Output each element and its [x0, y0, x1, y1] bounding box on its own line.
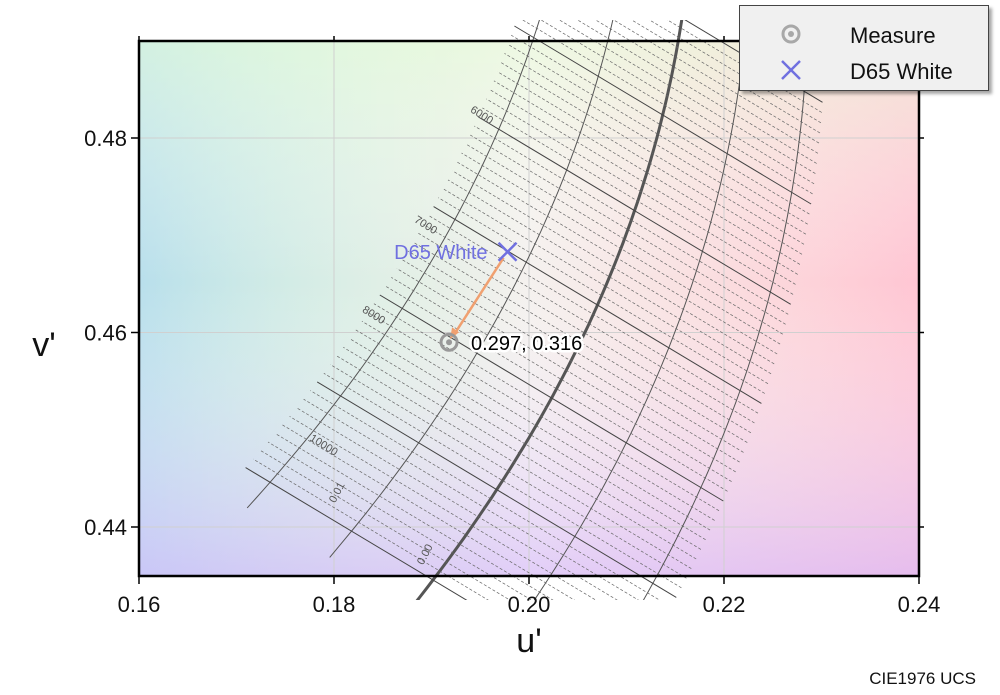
d65-label: D65 White [394, 242, 487, 264]
isotherm-dashed [576, 20, 817, 164]
isotherm-dashed [504, 53, 807, 235]
legend-item-measure: Measure [740, 16, 988, 52]
axis-ticks: 0.16 0.18 0.20 0.22 0.24 0.44 0.46 0.48 [84, 36, 940, 617]
measure-point-center [446, 339, 453, 346]
isotherm-dashed [343, 346, 697, 560]
legend-item-d65: D65 White [740, 52, 988, 88]
isotherm-dashed [330, 364, 687, 579]
isotherm-dashed [282, 424, 575, 600]
delta-arrow [451, 257, 505, 337]
isotherm-dashed [613, 20, 820, 144]
y-axis-title: v' [32, 326, 56, 364]
isotherm-dashed [507, 43, 808, 225]
isotherm-dashed [452, 170, 775, 365]
isotherm-dashed [522, 20, 813, 195]
isotherm-dashed [465, 143, 783, 335]
isotherm-dashed [407, 250, 744, 453]
measure-label: 0.297, 0.316 [471, 333, 582, 355]
isotherm-dashed [540, 20, 815, 185]
isotherm-dashed [482, 107, 794, 295]
isotherm-dashed [493, 80, 801, 265]
isotherm-dashed [267, 441, 532, 600]
isotherm-dashed [558, 20, 816, 174]
isotherm-dashed [438, 197, 765, 394]
isotherm-solid [514, 25, 812, 205]
isotherm-dashed [355, 329, 706, 541]
isotherm-dashed [361, 320, 711, 531]
isotherm-dashed [447, 179, 772, 375]
isotherm-dashed [428, 215, 759, 414]
isotherm-dashed [461, 152, 781, 345]
isotherm-dashed [511, 34, 810, 215]
isotherm-solid [379, 294, 724, 502]
isotherm-dashed [631, 20, 821, 134]
isotherm-dashed [289, 416, 597, 600]
isotherm-dashed [385, 285, 728, 492]
y-tick-label: 0.48 [84, 126, 127, 151]
isotherm-solid [316, 381, 677, 598]
x-tick-label: 0.18 [313, 592, 356, 617]
x-tick-label: 0.24 [898, 592, 941, 617]
isotherm-dashed [303, 398, 639, 600]
x-axis-title: u' [516, 622, 541, 660]
isotherm-dashed [486, 98, 796, 285]
isotherm-dashed [349, 338, 702, 550]
ring-marker-icon [781, 24, 801, 44]
isotherm-dashed [402, 259, 740, 463]
isotherm-dashed [323, 372, 682, 589]
isotherm-dashed [497, 71, 803, 255]
isotherm-dashed [396, 268, 736, 473]
x-tick-label: 0.20 [508, 592, 551, 617]
x-marker-icon [781, 60, 801, 80]
isotherm-dashed [296, 407, 618, 600]
y-tick-label: 0.46 [84, 321, 127, 346]
measure-label-halo: 0.297, 0.316 [471, 333, 582, 355]
measure-point [439, 332, 459, 352]
isotherm-dashed [391, 277, 732, 482]
legend: Measure D65 White [739, 5, 989, 91]
isotherm-dashed [260, 450, 511, 600]
isotherm-dashed [595, 20, 819, 154]
isotherm-solid [433, 206, 762, 404]
isotherm-dashed [456, 161, 778, 355]
isotherm-dashed [470, 134, 786, 325]
y-tick-label: 0.44 [84, 515, 127, 540]
legend-label: D65 White [850, 59, 953, 84]
isotherm-dashed [474, 125, 789, 315]
x-tick-label: 0.16 [118, 592, 161, 617]
isotherm-dashed [423, 224, 755, 424]
isotherm-dashed [648, 20, 822, 124]
legend-label: Measure [850, 23, 936, 48]
isotherm-dashed [253, 458, 489, 600]
isotherm-dashed [500, 62, 805, 245]
isotherm-dashed [336, 355, 692, 569]
isotherm-dashed [443, 188, 769, 385]
isotherm-dashed [373, 303, 720, 512]
d65-point-stroke [497, 241, 518, 262]
isotherm-solid [478, 116, 791, 305]
isotherm-dashed [310, 390, 661, 600]
x-tick-label: 0.22 [703, 592, 746, 617]
diagram-type-caption: CIE1976 UCS [869, 669, 976, 688]
isotherm-dashed [367, 312, 715, 521]
isotherm-solid [245, 467, 468, 600]
